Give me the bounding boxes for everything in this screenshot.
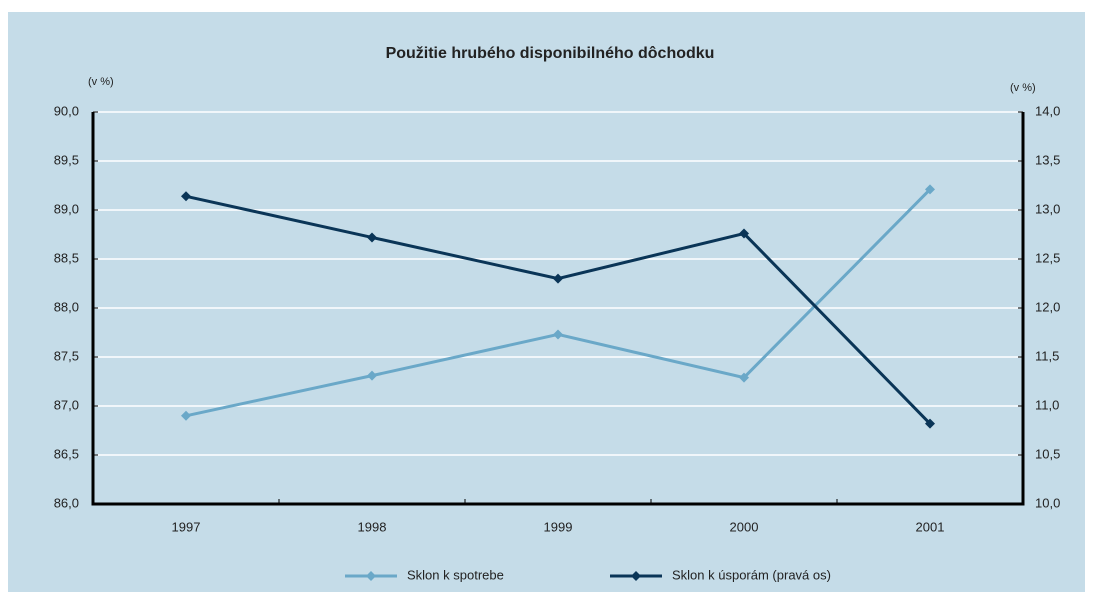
y-tick-label: 88,5 [54, 250, 79, 265]
y-axis-label: (v %) [88, 76, 114, 88]
data-point [367, 370, 377, 381]
y2-tick-label: 11,5 [1035, 348, 1059, 363]
data-point [553, 273, 563, 284]
data-point [553, 329, 563, 340]
x-tick-label: 1997 [172, 519, 201, 534]
chart-title: Použitie hrubého disponibilného dôchodku [386, 45, 715, 62]
data-point [181, 410, 191, 421]
x-tick-label: 1999 [544, 519, 573, 534]
y-tick-label: 88,0 [54, 299, 79, 314]
legend-marker [366, 571, 376, 581]
y2-tick-label: 14,0 [1035, 103, 1060, 118]
y-tick-label: 90,0 [54, 103, 79, 118]
y2-axis-label: (v %) [1010, 82, 1036, 94]
data-point [367, 232, 377, 243]
legend-label: Sklon k úsporám (pravá os) [672, 567, 831, 582]
data-point [181, 191, 191, 202]
data-point [925, 184, 935, 195]
y2-tick-label: 13,5 [1035, 152, 1060, 167]
y2-tick-label: 10,5 [1035, 446, 1060, 461]
y2-tick-label: 12,0 [1035, 299, 1060, 314]
legend-marker [631, 571, 641, 581]
y2-tick-label: 10,0 [1035, 495, 1060, 510]
y2-tick-label: 11,0 [1035, 397, 1059, 412]
data-point [739, 372, 749, 383]
y-tick-label: 87,0 [54, 397, 79, 412]
data-point [739, 228, 749, 239]
x-tick-label: 1998 [358, 519, 387, 534]
chart-background [8, 12, 1085, 592]
y-tick-label: 86,0 [54, 495, 79, 510]
legend-label: Sklon k spotrebe [407, 567, 504, 582]
y-tick-label: 87,5 [54, 348, 79, 363]
y-tick-label: 86,5 [54, 446, 79, 461]
x-tick-label: 2000 [730, 519, 759, 534]
x-tick-label: 2001 [916, 519, 945, 534]
y-tick-label: 89,5 [54, 152, 79, 167]
y-tick-label: 89,0 [54, 201, 79, 216]
y2-tick-label: 13,0 [1035, 201, 1060, 216]
y2-tick-label: 12,5 [1035, 250, 1060, 265]
data-point [925, 418, 935, 429]
